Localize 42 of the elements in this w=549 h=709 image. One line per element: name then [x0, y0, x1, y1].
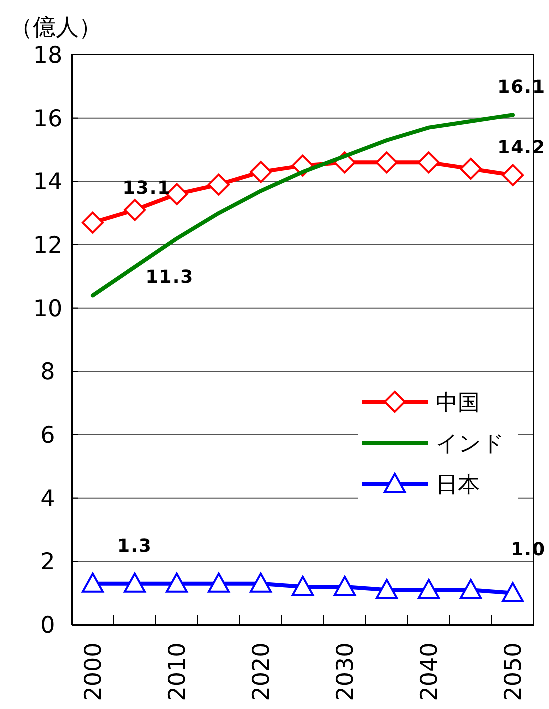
point — [250, 572, 272, 593]
data-label: 1.3 — [118, 536, 152, 557]
x-tick-label: 2050 — [501, 642, 527, 702]
data-label: 11.3 — [146, 267, 194, 288]
point — [418, 579, 440, 600]
y-axis-title: （億人） — [10, 15, 102, 41]
x-tick-label: 2040 — [417, 642, 443, 702]
point — [460, 579, 482, 600]
point — [124, 199, 146, 222]
y-tick-label: 8 — [40, 360, 56, 386]
point — [82, 212, 104, 234]
point — [460, 158, 482, 180]
x-tick-label: 2020 — [249, 642, 275, 702]
point — [250, 161, 272, 184]
point — [418, 152, 440, 174]
point — [376, 579, 398, 600]
data-label: 13.1 — [122, 178, 172, 200]
y-tick-label: 16 — [33, 106, 63, 132]
y-tick-label: 2 — [40, 550, 56, 576]
y-tick-label: 14 — [33, 170, 63, 196]
point — [292, 576, 314, 596]
point — [376, 152, 398, 174]
y-tick-label: 4 — [40, 486, 56, 512]
x-tick-label: 2010 — [165, 642, 191, 702]
x-tick-label: 2000 — [81, 642, 107, 702]
legend-label: 中国 — [436, 391, 480, 416]
y-tick-label: 10 — [33, 296, 63, 322]
legend-label: インド — [436, 432, 505, 457]
point — [208, 572, 230, 593]
point — [82, 572, 104, 593]
y-tick-label: 18 — [33, 43, 63, 69]
point — [124, 572, 146, 593]
x-tick-label: 2030 — [333, 642, 359, 702]
point — [166, 572, 188, 593]
y-tick-label: 12 — [33, 233, 63, 259]
point — [502, 582, 524, 602]
point — [208, 174, 230, 196]
point — [334, 576, 356, 596]
point — [502, 164, 524, 186]
y-tick-label: 0 — [40, 613, 56, 639]
legend-label: 日本 — [436, 473, 480, 498]
y-tick-label: 6 — [40, 423, 56, 449]
